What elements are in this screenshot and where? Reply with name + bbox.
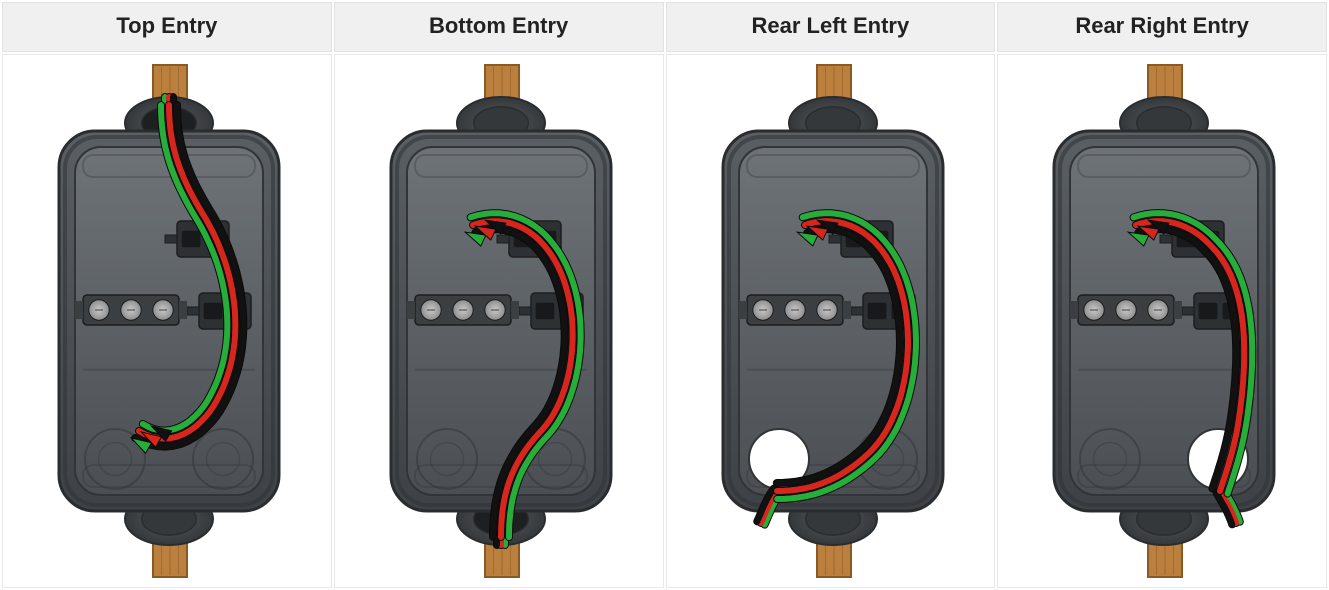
panel-top [9, 61, 329, 581]
entries-table: Top Entry Bottom Entry Rear Left Entry Rear… [0, 0, 1329, 590]
header-label: Top Entry [116, 13, 217, 38]
body-row [2, 54, 1327, 588]
terminal-strip [739, 295, 851, 325]
diagram-root: Top Entry Bottom Entry Rear Left Entry Rear… [0, 0, 1329, 586]
cell-bottom [334, 54, 664, 588]
terminal-strip [407, 295, 519, 325]
panel-rear_left [673, 61, 993, 581]
cell-top [2, 54, 332, 588]
header-label: Bottom Entry [429, 13, 568, 38]
terminal-strip [75, 295, 187, 325]
terminal-strip [1070, 295, 1182, 325]
header-top: Top Entry [2, 2, 332, 52]
header-row: Top Entry Bottom Entry Rear Left Entry Rear… [2, 2, 1327, 52]
header-rear_right: Rear Right Entry [997, 2, 1327, 52]
header-label: Rear Right Entry [1075, 13, 1249, 38]
header-rear_left: Rear Left Entry [666, 2, 996, 52]
cell-rear_left [666, 54, 996, 588]
panel-bottom [341, 61, 661, 581]
header-label: Rear Left Entry [752, 13, 910, 38]
panel-rear_right [1004, 61, 1324, 581]
header-bottom: Bottom Entry [334, 2, 664, 52]
cell-rear_right [997, 54, 1327, 588]
